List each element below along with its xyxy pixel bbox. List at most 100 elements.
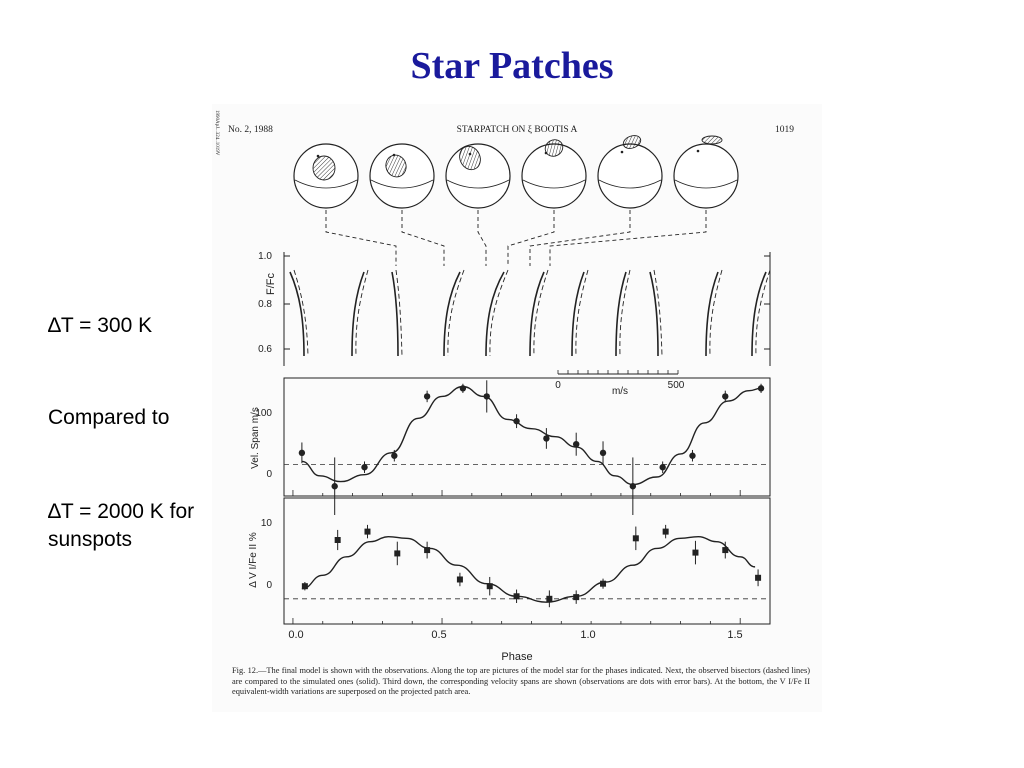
bisector-ytick: 0.6 [258, 344, 272, 355]
simulated-bisector [351, 271, 365, 357]
delta-symbol: ∆ [48, 314, 61, 337]
velocity-data-point [659, 464, 666, 471]
observed-bisector [395, 269, 403, 357]
ratio-ylabel: Δ V I/Fe II % [248, 532, 259, 588]
simulated-bisector [649, 271, 659, 357]
ratio-data-point [632, 535, 639, 542]
ratio-data-point [546, 595, 553, 602]
ratio-data-point [424, 547, 431, 554]
ratio-data-point [513, 593, 520, 600]
scale-tick-label: 0 [555, 380, 561, 391]
star-disk [597, 143, 663, 209]
scale-tick-label: 500 [668, 380, 685, 391]
page-header-right: 1019 [775, 125, 794, 135]
phase-connector [507, 210, 555, 266]
bisector-panel: 1.0 0.8 0.6 F/Fc 0 500 m/s [258, 251, 771, 397]
bullet-delta-t-300: ∆T = 300 K [48, 312, 152, 340]
simulated-bisector [391, 271, 399, 357]
observed-bisector [575, 269, 589, 357]
ratio-data-point [394, 550, 401, 557]
velocity-data-point [722, 393, 729, 400]
star-patch [385, 154, 407, 178]
observed-bisector [755, 269, 771, 357]
ratio-data-point [692, 549, 699, 556]
velocity-data-point [689, 452, 696, 459]
bisector-ylabel: F/Fc [265, 273, 277, 295]
ratio-data-point [486, 583, 493, 590]
phase-connector [325, 210, 397, 266]
simulated-bisector [705, 271, 719, 357]
star-pole-dot [316, 154, 320, 158]
velocity-data-point [483, 393, 490, 400]
scale-unit: m/s [612, 386, 628, 397]
velocity-data-point [513, 417, 520, 425]
ratio-ytick: 0 [266, 580, 272, 591]
phase-tick: 0.0 [288, 629, 303, 641]
observed-bisector [533, 269, 549, 357]
ratio-data-point [755, 574, 762, 581]
phase-connector [477, 210, 487, 266]
simulated-bisector [485, 271, 505, 357]
margin-bibcode: 1990ApJ...324..1019V [214, 110, 219, 156]
simulated-bisector [615, 271, 627, 357]
ratio-data-point [600, 580, 607, 587]
star-equator [522, 179, 586, 189]
observed-bisector [355, 269, 369, 357]
ratio-data-point [301, 583, 308, 590]
star-equator [446, 179, 510, 189]
velocity-data-point [331, 483, 338, 490]
observed-bisector [619, 269, 631, 357]
bullet-delta-t-2000: ∆T = 2000 K for sunspots [48, 498, 238, 554]
velocity-data-point [599, 449, 607, 457]
velocity-data-point [459, 385, 467, 392]
ratio-data-point [456, 576, 463, 583]
star-disk [369, 143, 435, 209]
phase-connector [549, 210, 707, 266]
phase-connectors [325, 210, 707, 266]
phase-xlabel: Phase [501, 651, 532, 663]
velocity-data-point [757, 385, 765, 392]
star-equator [294, 179, 358, 189]
vi-feii-panel: 10 0 Δ V I/Fe II % [248, 497, 771, 625]
star-patch [622, 135, 642, 149]
velocity-ylabel: Vel. Span m/s [250, 407, 261, 469]
velocity-ytick: 0 [266, 469, 272, 480]
figure-svg: No. 2, 1988 STARPATCH ON ξ BOOTIS A 1019… [214, 110, 794, 663]
ratio-data-point [722, 547, 729, 554]
bullet-text: T = 2000 K for sunspots [48, 500, 195, 551]
velocity-data-point [629, 483, 637, 490]
ratio-data-point [573, 594, 580, 601]
phase-connector [529, 210, 631, 266]
simulated-bisector [571, 271, 585, 357]
star-patch [312, 155, 336, 181]
observed-bisector [293, 269, 309, 357]
star-pole-dot [696, 149, 700, 153]
velocity-ytick: 100 [255, 408, 272, 419]
star-pole-dot [620, 150, 624, 154]
velocity-data-point [572, 440, 580, 448]
ratio-data-point [364, 528, 371, 535]
figure-caption: Fig. 12.—The final model is shown with t… [232, 666, 810, 696]
bisector-ytick: 1.0 [258, 251, 272, 262]
velocity-span-panel: 100 0 Vel. Span m/s [250, 377, 771, 515]
bullet-text: T = 300 K [60, 314, 153, 337]
page-header-left: No. 2, 1988 [228, 125, 273, 135]
star-patch [459, 145, 481, 171]
velocity-data-point [543, 435, 550, 442]
velocity-data-point [361, 464, 368, 471]
page-header-center: STARPATCH ON ξ BOOTIS A [457, 125, 578, 135]
delta-symbol: ∆ [48, 500, 61, 523]
simulated-bisector [289, 271, 305, 357]
simulated-bisector [529, 271, 545, 357]
phase-connector [401, 210, 445, 266]
velocity-data-point [391, 452, 398, 459]
velocity-data-point [298, 449, 306, 457]
model-star-pictures [293, 135, 739, 209]
observed-bisector [489, 269, 509, 357]
observed-bisector [709, 269, 723, 357]
bullet-compared-to: Compared to [48, 404, 169, 432]
star-patch [701, 135, 723, 145]
velocity-data-point [423, 393, 431, 400]
ratio-ytick: 10 [261, 518, 273, 529]
ratio-data-point [662, 528, 669, 535]
